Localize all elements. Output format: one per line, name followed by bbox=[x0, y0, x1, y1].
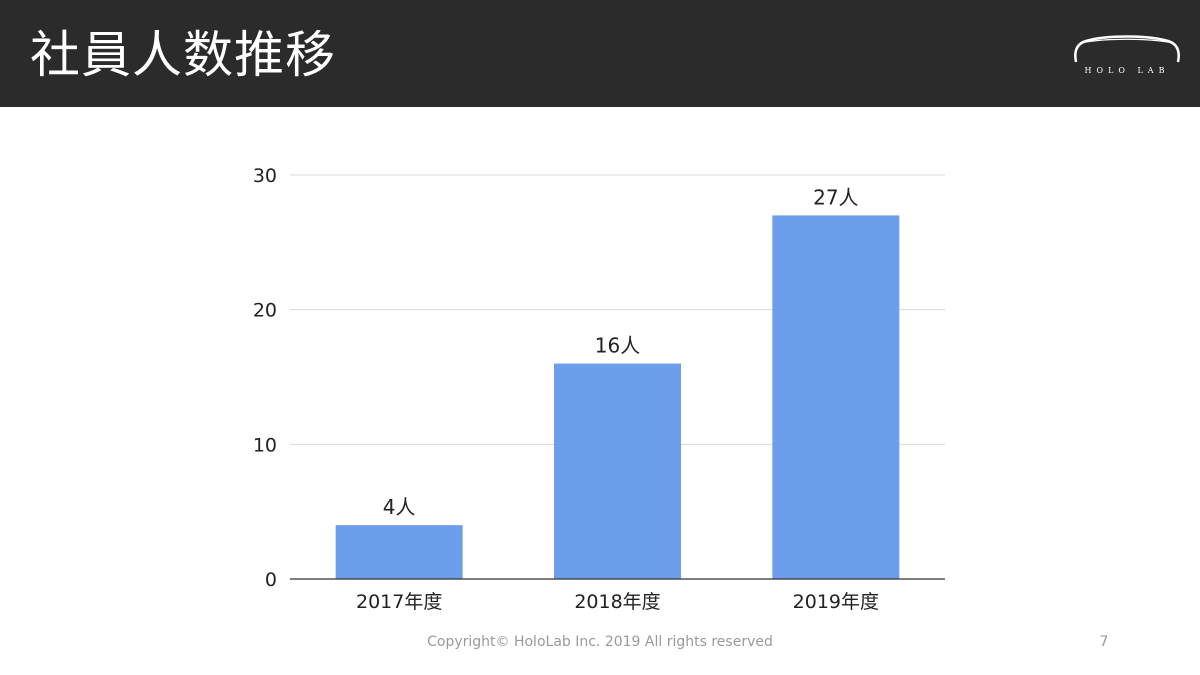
y-tick-label: 0 bbox=[265, 569, 277, 591]
y-tick-label: 30 bbox=[253, 165, 277, 187]
data-label: 4人 bbox=[383, 495, 416, 519]
data-label: 27人 bbox=[813, 185, 858, 209]
x-tick-label: 2019年度 bbox=[793, 591, 879, 613]
x-tick-label: 2017年度 bbox=[356, 591, 442, 613]
data-label: 16人 bbox=[595, 334, 640, 358]
logo-text: HOLO LAB bbox=[1084, 66, 1170, 75]
slide-title: 社員人数推移 bbox=[30, 26, 336, 84]
slide-header: 社員人数推移 HOLO LAB bbox=[0, 0, 1200, 107]
x-tick-label: 2018年度 bbox=[574, 591, 660, 613]
page-number: 7 bbox=[1099, 634, 1109, 650]
logo-arc-icon bbox=[1074, 35, 1180, 63]
bar bbox=[335, 525, 463, 579]
bar bbox=[772, 215, 900, 579]
copyright-footer: Copyright© HoloLab Inc. 2019 All rights … bbox=[427, 634, 773, 650]
y-tick-label: 10 bbox=[253, 434, 277, 456]
hololab-logo: HOLO LAB bbox=[1066, 30, 1188, 80]
bar bbox=[554, 363, 681, 579]
y-tick-label: 20 bbox=[253, 300, 277, 322]
